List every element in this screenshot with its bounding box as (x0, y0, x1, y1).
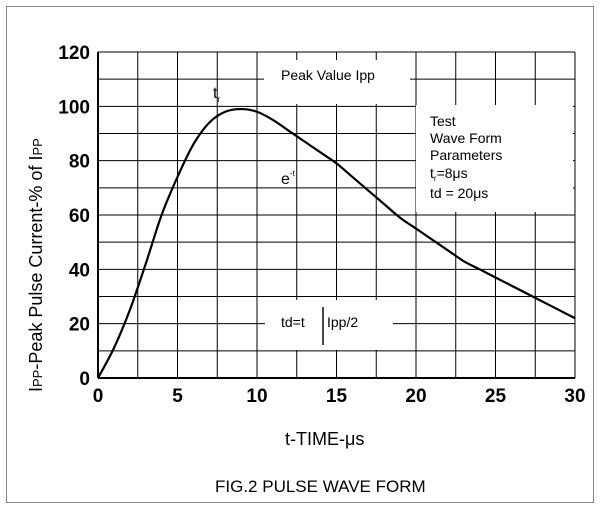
y-tick-label: 40 (69, 260, 90, 281)
tr-sub: r (217, 95, 220, 104)
y-label-pp2: PP (30, 138, 45, 155)
params-line1: Test (430, 113, 456, 129)
params-line4: tr=8μs (430, 165, 468, 183)
y-tick-label: 0 (79, 369, 90, 390)
grid (98, 51, 576, 378)
y-label-mid: -Peak Pulse Current-% of (26, 161, 46, 370)
peak-label-box (264, 60, 410, 104)
y-axis-label: IPP-Peak Pulse Current-% of IPP (26, 138, 46, 392)
y-label-pp1: PP (30, 370, 45, 387)
params-box (416, 105, 573, 212)
exp-label: e-t (281, 169, 296, 188)
figure-frame (6, 6, 594, 503)
y-tick-label: 60 (69, 206, 90, 227)
y-label-i1: I (26, 387, 46, 392)
peak-value-label: Peak Value Ipp (281, 67, 375, 83)
y-tick-label: 100 (58, 97, 90, 118)
x-tick-label: 30 (564, 386, 585, 407)
x-tick-label: 10 (246, 386, 267, 407)
x-tick-label: 15 (326, 386, 348, 407)
td-suffix: Ipp/2 (327, 314, 358, 330)
x-axis-label: t-TIME-μs (285, 429, 364, 449)
y-tick-labels: 0 20 40 60 80 100 120 (58, 43, 90, 390)
exp-main: e (281, 171, 290, 188)
y-tick-label: 120 (58, 43, 90, 64)
params-line4-main: t (430, 165, 434, 181)
x-tick-label: 25 (485, 386, 507, 407)
x-tick-label: 0 (93, 386, 104, 407)
y-tick-label: 80 (69, 152, 90, 173)
chart-title: FIG.2 PULSE WAVE FORM (215, 477, 426, 496)
y-label-i2: I (26, 156, 46, 161)
exp-sup: -t (290, 169, 296, 178)
params-line4-sub: r (434, 174, 437, 183)
pulse-curve (97, 107, 576, 379)
params-line2: Wave Form (430, 130, 502, 146)
params-line4-rest: =8μs (437, 165, 468, 181)
td-label: td=t (281, 314, 305, 330)
td-label-box (265, 300, 393, 350)
params-line3: Parameters (430, 147, 502, 163)
tr-main: t (213, 85, 218, 102)
params-line5: td = 20μs (430, 185, 488, 201)
y-tick-label: 20 (69, 315, 90, 336)
x-tick-label: 5 (172, 386, 183, 407)
x-tick-label: 20 (405, 386, 426, 407)
tr-label: tr (213, 85, 220, 104)
x-tick-labels: 0 5 10 15 20 25 30 (93, 386, 586, 407)
